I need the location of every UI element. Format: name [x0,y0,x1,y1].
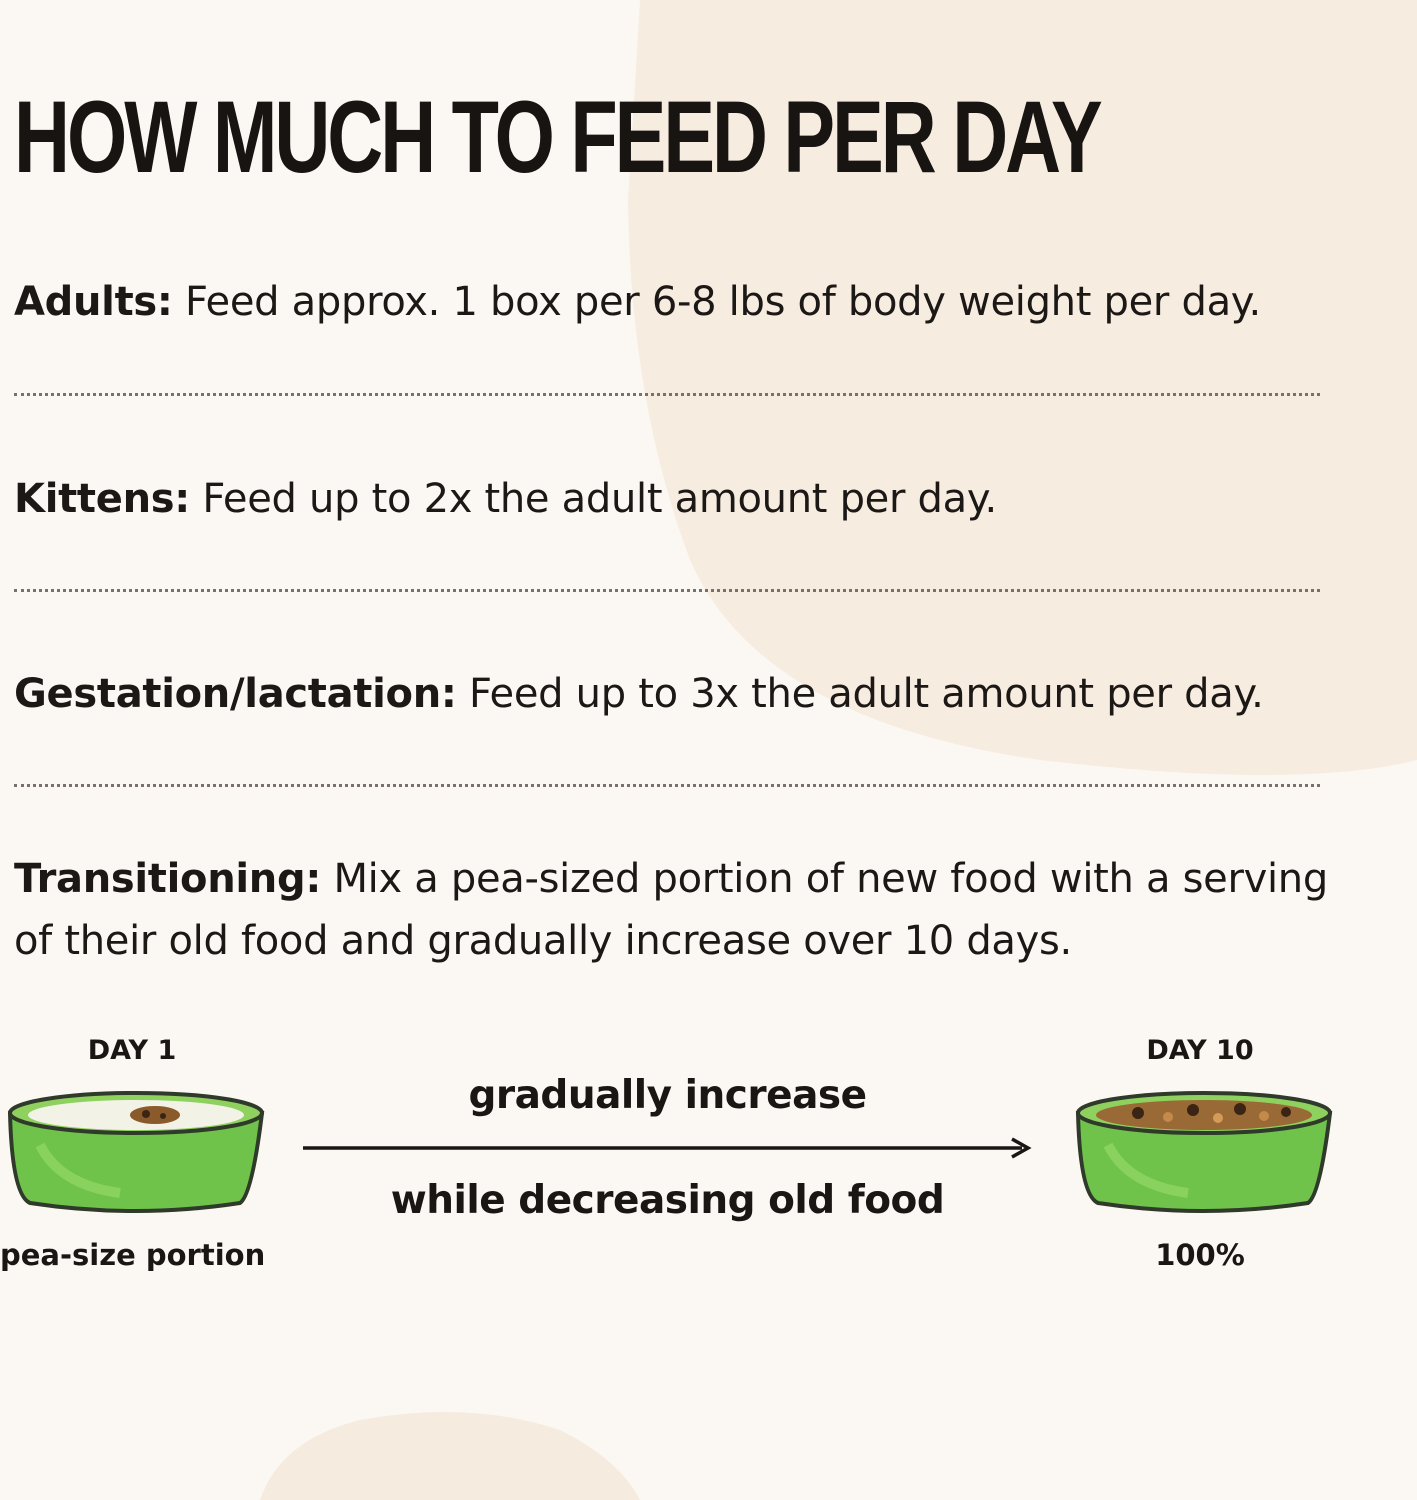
row-label: Gestation/lactation: [14,671,457,717]
feeding-row-adults: Adults: Feed approx. 1 box per 6-8 lbs o… [14,272,1261,332]
row-text: Feed approx. 1 box per 6-8 lbs of body w… [185,279,1261,325]
page-title: HOW MUCH TO FEED PER DAY [14,80,1103,194]
dotted-divider [14,393,1320,396]
dotted-divider [14,784,1320,787]
row-label: Transitioning: [14,856,322,902]
feeding-row-transitioning: Transitioning: Mix a pea-sized portion o… [14,848,1354,972]
bowl-icon [1075,1091,1333,1213]
feeding-row-gestation: Gestation/lactation: Feed up to 3x the a… [14,664,1264,724]
feeding-row-kittens: Kittens: Feed up to 2x the adult amount … [14,469,997,529]
day-10-caption: 100% [1155,1238,1245,1272]
row-text: Mix a pea-sized portion of new food with… [14,856,1328,964]
day-1-caption: pea-size portion [0,1238,266,1272]
arrow-right-icon [303,1137,1032,1159]
day-10-label: DAY 10 [1146,1035,1254,1066]
day-1-label: DAY 1 [87,1035,177,1066]
arrow-top-text: gradually increase [468,1073,867,1118]
row-label: Adults: [14,279,173,325]
row-text: Feed up to 3x the adult amount per day. [469,671,1264,717]
row-label: Kittens: [14,476,190,522]
row-text: Feed up to 2x the adult amount per day. [202,476,997,522]
bowl-icon [7,1091,265,1213]
arrow-bottom-text: while decreasing old food [390,1178,945,1223]
dotted-divider [14,589,1320,592]
